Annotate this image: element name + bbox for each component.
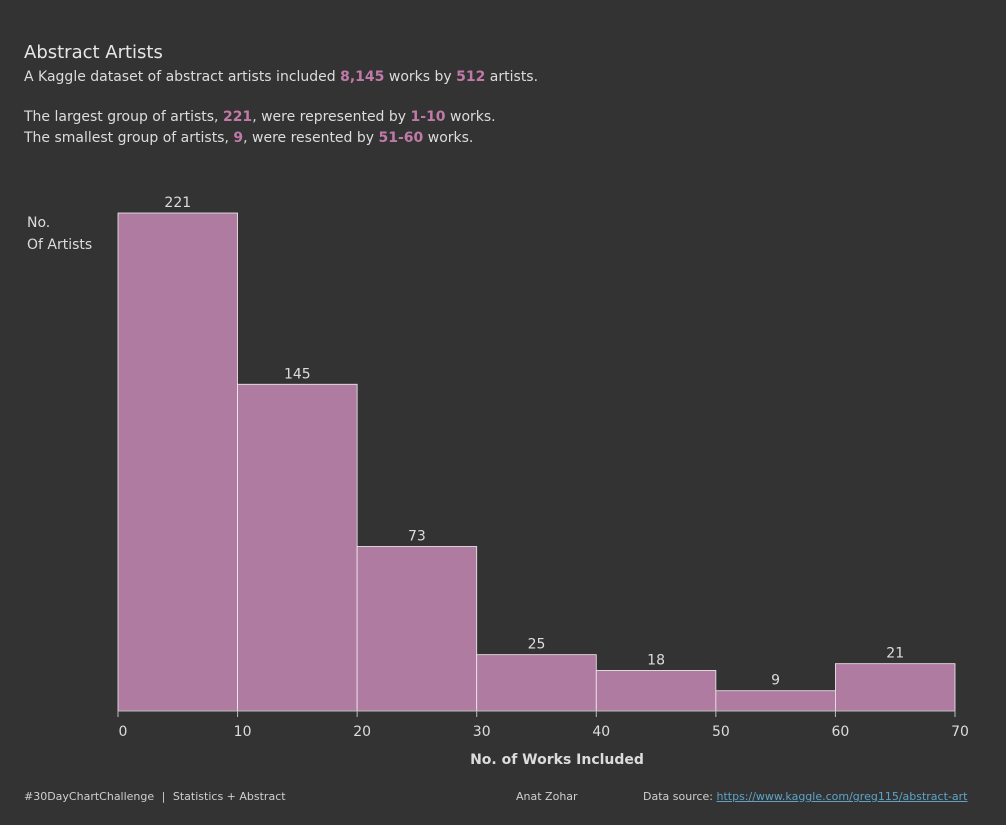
histogram-bar <box>595 670 717 712</box>
x-tick-label: 60 <box>832 724 850 740</box>
summary-line-2-mid: , were represented by <box>252 109 411 125</box>
summary-line-3: The smallest group of artists, 9, were r… <box>24 130 473 146</box>
x-tick-label: 50 <box>712 724 730 740</box>
summary-line-1-pre: A Kaggle dataset of abstract artists inc… <box>24 69 341 85</box>
bar-value-label: 9 <box>771 673 780 689</box>
summary-line-3-mid: , were resented by <box>243 130 379 146</box>
summary-line-3-post: works. <box>423 130 474 146</box>
smallest-group-range: 51-60 <box>378 130 424 146</box>
x-axis-title: No. of Works Included <box>470 752 644 768</box>
footer-hashtag: #30DayChartChallenge <box>24 790 155 803</box>
x-tick-label: 30 <box>473 724 491 740</box>
x-tick-label: 70 <box>951 724 969 740</box>
histogram-bar <box>237 383 358 712</box>
largest-group-range: 1-10 <box>410 109 446 125</box>
smallest-group-count: 9 <box>233 130 244 146</box>
total-works-value: 8,145 <box>340 69 385 85</box>
y-axis-title-line: No. <box>27 215 50 231</box>
histogram-bar <box>715 690 836 712</box>
bar-value-label: 18 <box>647 652 665 668</box>
x-tick-label: 10 <box>234 724 252 740</box>
summary-line-1-post: artists. <box>485 69 539 85</box>
x-tick-label: 20 <box>353 724 371 740</box>
summary-line-2-post: works. <box>445 109 496 125</box>
summary-line-1: A Kaggle dataset of abstract artists inc… <box>24 69 538 85</box>
y-axis-title-line: Of Artists <box>27 237 92 253</box>
footer-topic: Statistics + Abstract <box>172 790 286 803</box>
summary-line-2-pre: The largest group of artists, <box>24 109 223 125</box>
bar-value-label: 145 <box>284 366 311 382</box>
footer-hashtag-line: #30DayChartChallenge | Statistics + Abst… <box>24 790 286 803</box>
histogram-bar <box>476 654 597 712</box>
summary-line-1-mid: works by <box>384 69 457 85</box>
total-artists-value: 512 <box>456 69 486 85</box>
bar-value-label: 221 <box>164 195 191 211</box>
data-source-link[interactable]: https://www.kaggle.com/greg115/abstract-… <box>716 790 968 803</box>
bar-value-label: 25 <box>528 637 546 653</box>
footer-source-label: Data source: <box>643 790 717 803</box>
bar-value-label: 73 <box>408 529 426 545</box>
histogram-bar <box>117 212 238 712</box>
summary-line-2: The largest group of artists, 221, were … <box>24 109 496 125</box>
largest-group-count: 221 <box>222 109 253 125</box>
histogram-bar <box>835 663 956 712</box>
summary-line-3-pre: The smallest group of artists, <box>24 130 234 146</box>
footer-separator: | <box>161 790 166 803</box>
footer-author: Anat Zohar <box>516 790 578 803</box>
bar-value-label: 21 <box>886 646 904 662</box>
histogram-bar <box>356 546 478 712</box>
footer-source: Data source: https://www.kaggle.com/greg… <box>643 790 967 803</box>
x-tick-label: 0 <box>119 724 128 740</box>
x-tick-label: 40 <box>592 724 610 740</box>
chart-title: Abstract Artists <box>24 42 163 63</box>
